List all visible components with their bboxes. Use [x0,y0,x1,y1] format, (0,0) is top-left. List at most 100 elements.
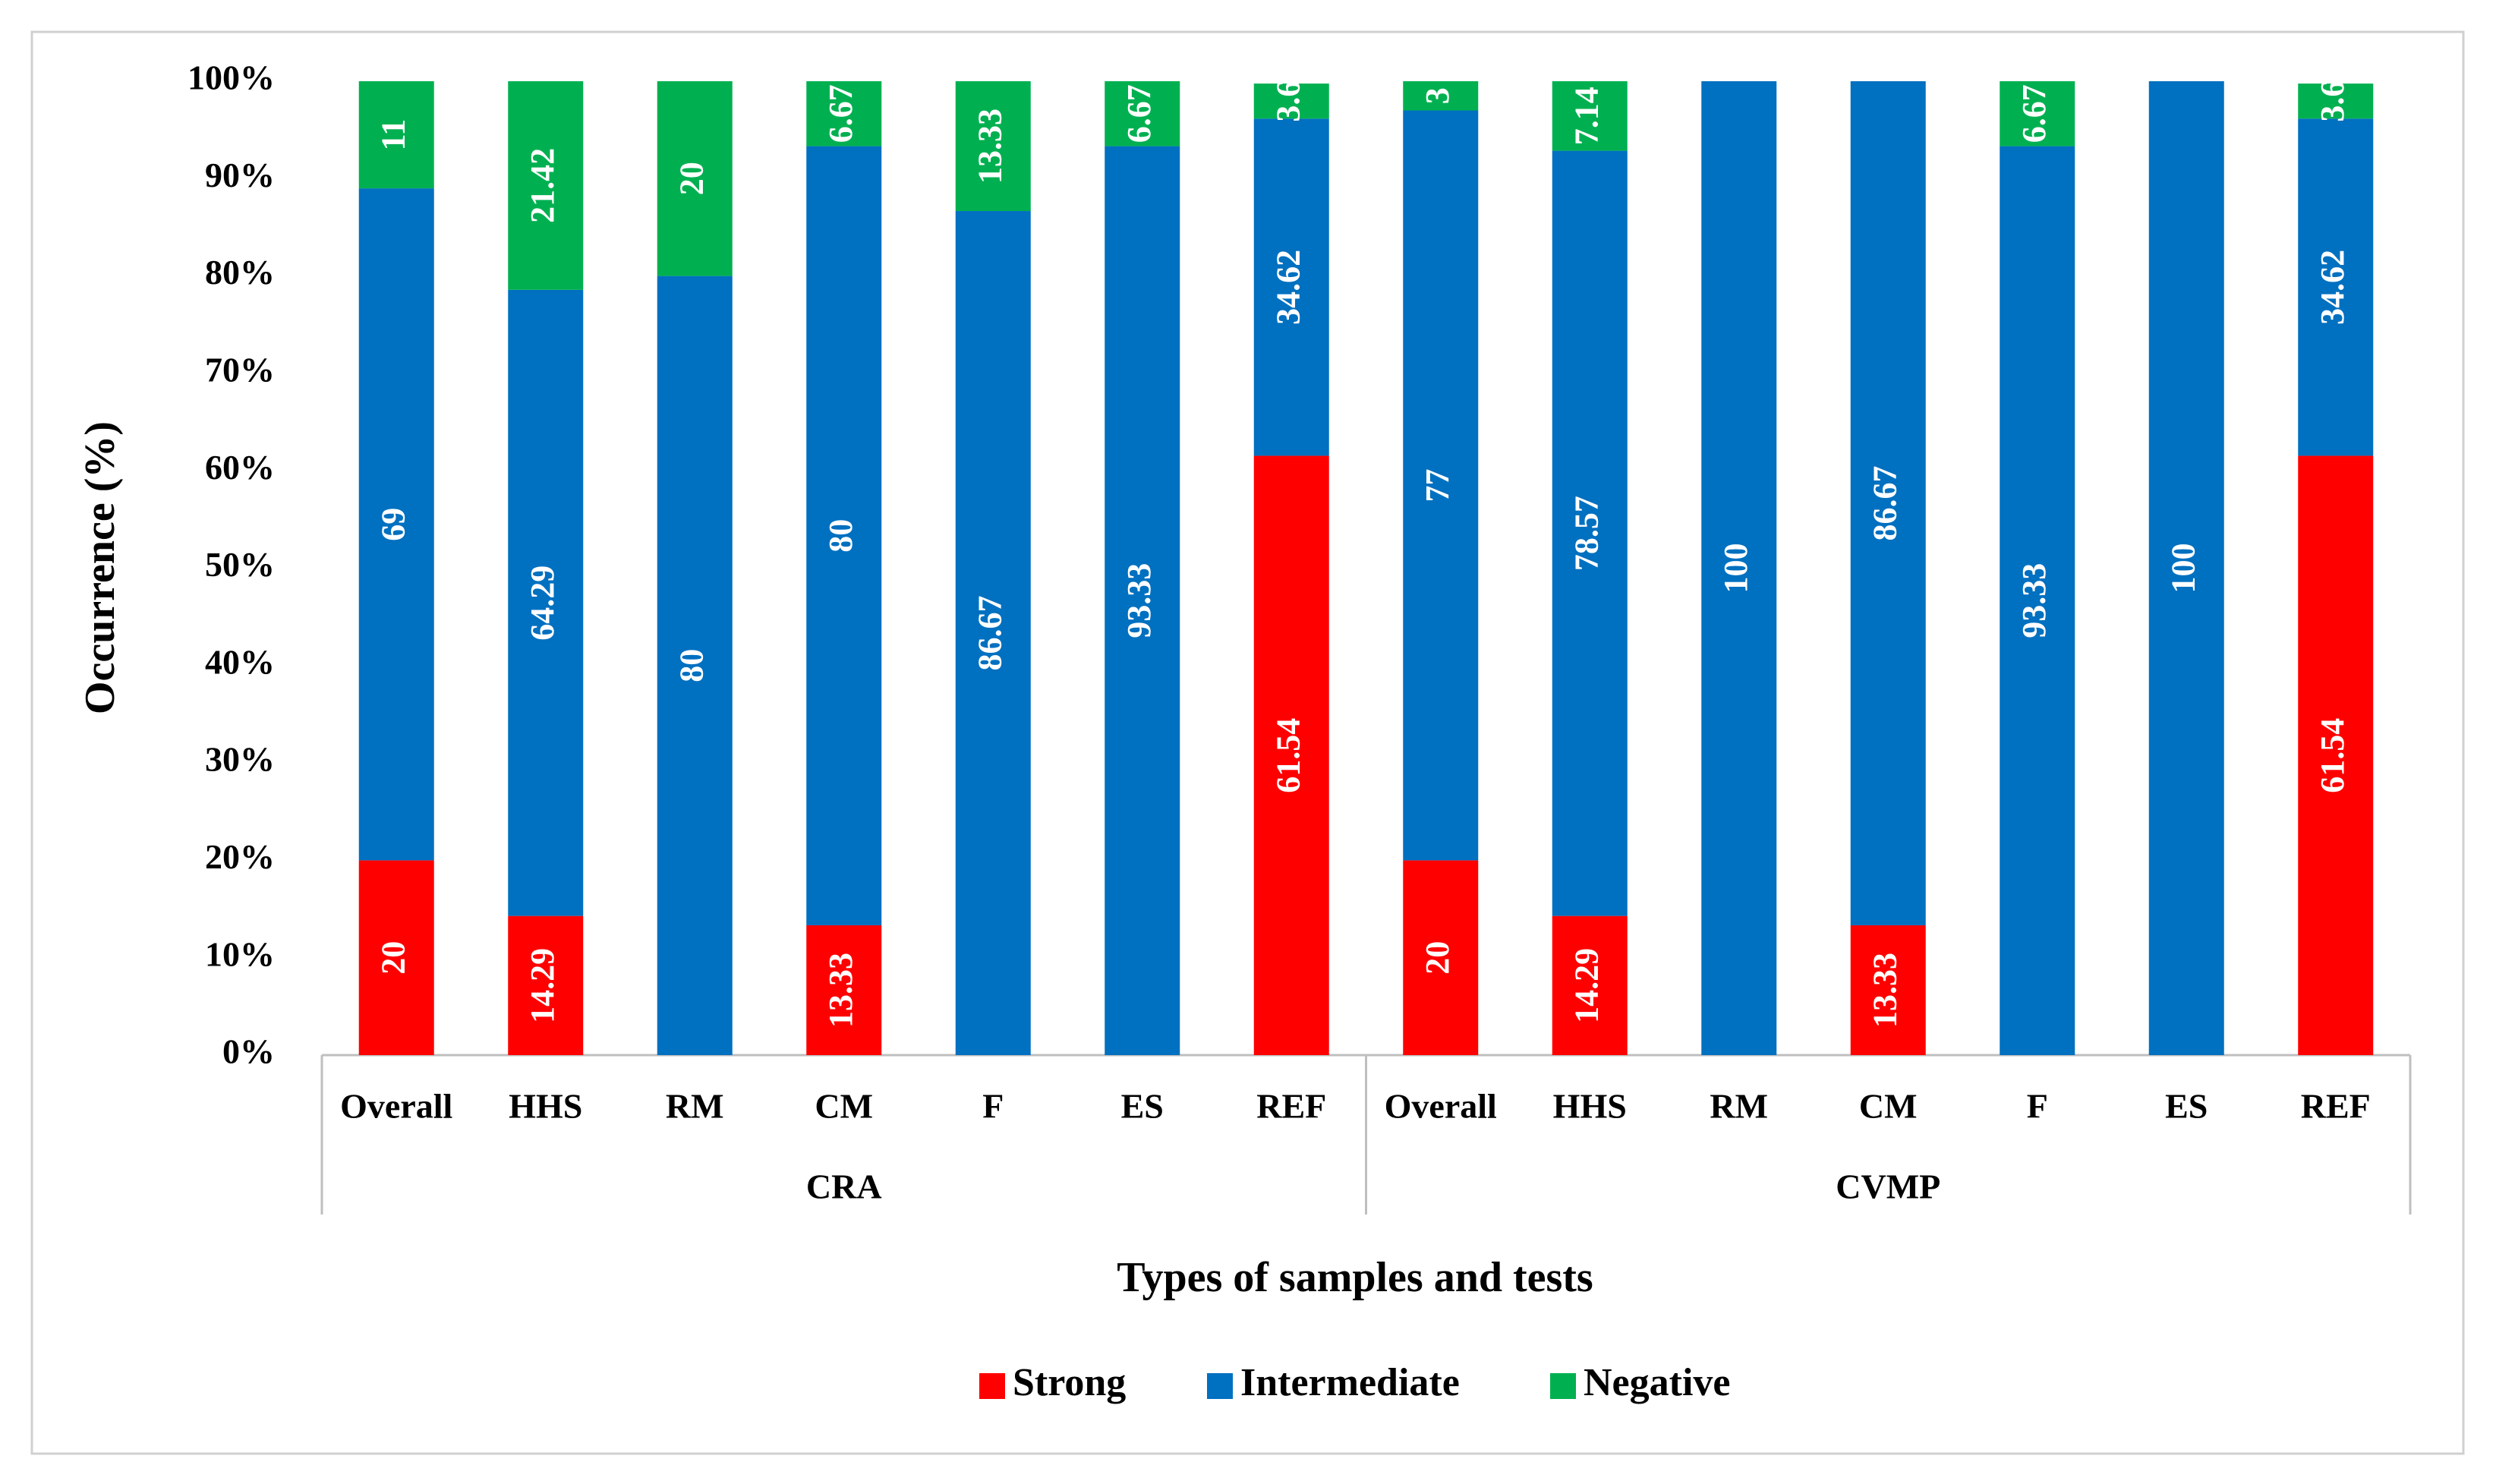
data-label: 3.6 [2314,80,2351,122]
data-label: 20 [374,941,411,975]
y-tick-label: 80% [205,253,275,291]
data-label: 3.6 [1269,80,1306,122]
y-tick-label: 70% [205,350,275,389]
y-axis-title: Occurrence (%) [77,421,124,714]
bar-segment [1701,81,1777,1055]
bar-segment [1253,455,1329,1055]
bar-segment [1403,81,1479,111]
group-label: CVMP [1836,1167,1940,1206]
bar-segment [1403,110,1479,861]
x-tick-label: Overall [340,1087,452,1126]
data-label: 77 [1419,468,1456,502]
bar-segment [2000,146,2075,1056]
data-label: 86.67 [1866,465,1903,540]
bar-segment [508,81,584,290]
data-label: 6.67 [2015,84,2053,143]
bar-segment [2298,83,2374,119]
y-tick-label: 30% [205,740,275,779]
x-tick-label: RM [1710,1087,1768,1126]
data-label: 61.54 [2314,718,2351,793]
data-label: 34.62 [2314,250,2351,325]
data-label: 34.62 [1269,250,1306,325]
data-label: 21.42 [524,148,561,223]
bar-segment [508,289,584,916]
bar-segment [1253,118,1329,456]
bar-segment [1105,146,1180,1056]
bar-segment [806,925,882,1055]
data-label: 61.54 [1269,718,1306,793]
y-tick-label: 50% [205,545,275,584]
x-tick-label: CM [1859,1087,1918,1126]
x-tick-label: HHS [509,1087,582,1126]
bar-segment [2148,81,2224,1055]
bar-segment [508,915,584,1055]
data-label: 7.14 [1568,87,1605,145]
bar-segment [1850,81,1926,925]
data-label: 80 [822,519,859,553]
x-tick-label: ES [1121,1087,1164,1126]
x-tick-label: F [982,1087,1004,1126]
legend-swatch [979,1373,1005,1399]
y-tick-label: 90% [205,156,275,194]
data-label: 69 [374,508,411,541]
bar-segment [1403,860,1479,1055]
bar-segment [955,211,1031,1055]
data-label: 80 [673,649,710,682]
data-label: 64.29 [524,566,561,641]
y-tick-label: 20% [205,837,275,876]
bar-segment [2298,455,2374,1055]
data-label: 14.29 [524,948,561,1023]
legend-swatch [1207,1373,1233,1399]
data-label: 11 [374,119,411,151]
data-label: 6.67 [1120,84,1158,143]
data-label: 3 [1419,87,1456,104]
y-tick-label: 0% [222,1032,275,1071]
data-label: 13.33 [1866,953,1903,1028]
bar-segment [358,860,434,1055]
bar-segment [955,81,1031,212]
data-label: 13.33 [822,953,859,1028]
data-label: 20 [1419,941,1456,975]
y-tick-label: 60% [205,448,275,487]
y-tick-label: 10% [205,934,275,973]
bar-segment [657,81,733,276]
data-label: 6.67 [822,84,859,143]
data-label: 20 [673,162,710,195]
bar-segment [358,188,434,861]
legend-label: Negative [1584,1361,1730,1404]
bar-segment [1552,915,1628,1055]
bar-segment [2000,81,2075,147]
x-tick-label: HHS [1553,1087,1627,1126]
x-tick-label: CM [815,1087,873,1126]
x-tick-label: ES [2165,1087,2208,1126]
bar-segment [806,146,882,925]
legend-label: Intermediate [1240,1361,1460,1404]
data-label: 13.33 [971,109,1008,184]
x-tick-label: RM [666,1087,724,1126]
y-tick-label: 100% [188,58,275,97]
data-label: 93.33 [1120,563,1158,638]
data-label: 78.57 [1568,496,1605,571]
x-axis-title: Types of samples and tests [1117,1254,1593,1301]
x-tick-label: Overall [1385,1087,1497,1126]
data-label: 14.29 [1568,948,1605,1023]
bar-segment [1105,81,1180,147]
bar-segment [1253,83,1329,119]
legend-swatch [1550,1373,1576,1399]
bar-segment [2298,118,2374,456]
bar-segment [806,81,882,147]
y-tick-label: 40% [205,642,275,681]
data-label: 100 [2164,544,2201,594]
bar-segment [358,81,434,189]
data-label: 100 [1717,544,1754,594]
legend-label: Strong [1013,1361,1126,1404]
bar-segment [1552,81,1628,151]
data-label: 86.67 [971,596,1008,671]
x-tick-label: REF [1256,1087,1326,1126]
group-label: CRA [806,1167,882,1206]
bar-segment [657,276,733,1056]
x-tick-label: F [2027,1087,2048,1126]
bar-segment [1552,150,1628,916]
